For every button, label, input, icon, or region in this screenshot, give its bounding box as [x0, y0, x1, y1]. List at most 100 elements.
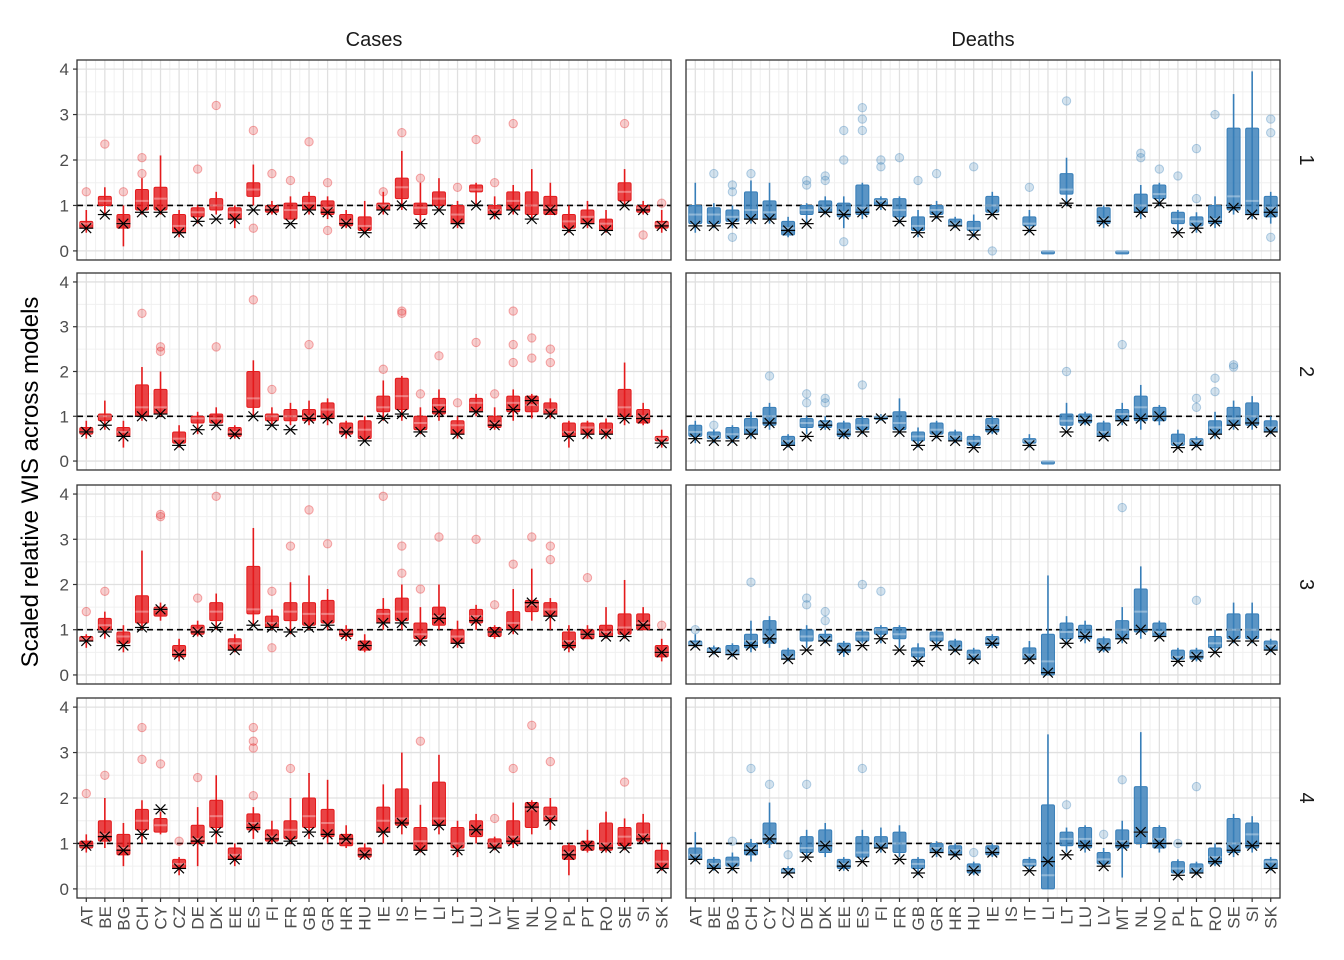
ensemble-marker-BE — [97, 831, 112, 842]
ensemble-marker-GB — [911, 656, 926, 667]
box-GR — [320, 808, 335, 838]
outlier-point-SK — [1266, 114, 1276, 124]
x-tick-label-GR: GR — [928, 906, 947, 932]
box-CY — [153, 817, 168, 833]
ensemble-marker-DK — [209, 826, 224, 838]
x-tick-label-IS: IS — [1002, 906, 1021, 922]
box-ES — [246, 371, 261, 408]
box-ES — [855, 631, 870, 642]
x-tick-label-EE: EE — [835, 906, 854, 929]
ensemble-marker-CZ — [781, 440, 796, 451]
ensemble-marker-BG — [116, 640, 131, 651]
ensemble-marker-IE — [985, 847, 1000, 858]
box-RO — [599, 218, 614, 231]
x-tick-label-BG: BG — [114, 906, 133, 931]
box-HU — [966, 435, 981, 446]
ensemble-marker-LI — [431, 406, 446, 418]
y-tick-label: 1 — [60, 621, 69, 640]
box-MT — [1115, 409, 1130, 422]
x-tick-label-LU: LU — [1076, 906, 1095, 928]
ensemble-marker-BE — [706, 220, 721, 232]
outlier-point-ES — [857, 114, 868, 124]
ensemble-marker-IE — [376, 204, 391, 216]
outlier-point-AT — [81, 606, 91, 617]
box-BE — [97, 413, 112, 422]
box-GR — [929, 204, 944, 216]
box-PL — [1170, 211, 1185, 225]
box-DK — [818, 420, 833, 428]
box-FI — [873, 836, 888, 849]
box-LV — [1096, 852, 1111, 865]
panel-deaths-1 — [685, 59, 1281, 261]
outlier-point-LT — [1061, 366, 1072, 377]
ensemble-marker-SK — [1263, 863, 1278, 874]
ensemble-marker-IS — [394, 617, 409, 629]
x-tick-label-MT: MT — [1113, 906, 1132, 931]
box-CY — [762, 822, 777, 844]
ensemble-marker-ES — [246, 822, 261, 833]
outlier-point-CH — [137, 722, 147, 733]
ensemble-marker-FI — [264, 833, 279, 845]
ensemble-marker-FI — [873, 842, 888, 854]
box-FI — [873, 198, 888, 206]
outlier-point-CY — [155, 342, 166, 352]
box-SI — [1245, 822, 1260, 849]
ensemble-marker-NL — [1133, 206, 1148, 218]
ensemble-marker-AT — [79, 426, 94, 438]
outlier-point-DK — [211, 100, 221, 111]
outlier-point-BE — [709, 168, 719, 179]
outlier-point-CY — [764, 779, 775, 790]
box-GB — [911, 647, 926, 658]
ensemble-marker-EE — [836, 644, 851, 656]
ensemble-marker-CY — [153, 206, 168, 218]
ensemble-marker-CY — [762, 213, 777, 225]
x-tick-label-GB: GB — [909, 906, 928, 931]
ensemble-marker-FI — [264, 622, 279, 633]
ensemble-marker-FR — [892, 216, 907, 227]
outlier-point-MT — [1117, 502, 1127, 513]
box-RO — [599, 624, 614, 638]
ensemble-marker-LT — [1059, 197, 1074, 209]
ensemble-marker-IT — [1022, 225, 1037, 236]
ensemble-marker-ES — [855, 426, 870, 438]
x-tick-label-FI: FI — [263, 906, 282, 921]
ensemble-marker-GR — [929, 640, 944, 651]
box-LU — [469, 184, 484, 193]
outlier-point-EE — [839, 155, 849, 165]
x-tick-label-FR: FR — [281, 906, 300, 929]
box-SK — [654, 849, 669, 869]
outlier-point-GB — [304, 137, 314, 147]
x-tick-label-IT: IT — [1020, 906, 1039, 921]
ensemble-marker-GR — [320, 829, 335, 840]
box-HU — [357, 216, 372, 231]
x-tick-label-IE: IE — [374, 906, 393, 922]
outlier-point-FI — [876, 155, 886, 165]
box-AT — [688, 424, 703, 437]
ensemble-marker-IE — [376, 413, 391, 424]
box-IT — [413, 622, 428, 640]
outlier-point-DE — [801, 600, 812, 610]
outlier-point-IT — [415, 736, 426, 746]
ensemble-marker-MT — [506, 835, 521, 847]
x-tick-label-HU: HU — [356, 906, 375, 931]
x-tick-label-DK: DK — [816, 905, 835, 929]
ensemble-marker-PT — [1189, 867, 1204, 879]
box-BE — [706, 207, 721, 225]
outlier-point-GR — [322, 225, 333, 236]
y-tick-label: 2 — [60, 789, 69, 808]
outlier-point-DK — [820, 606, 830, 617]
outlier-point-NO — [545, 756, 556, 767]
y-tick-label: 1 — [60, 196, 69, 215]
box-IE — [985, 195, 1000, 213]
box-GB — [302, 797, 317, 829]
ensemble-marker-LT — [450, 844, 465, 856]
outlier-point-NL — [527, 720, 537, 730]
ensemble-marker-GB — [302, 204, 317, 216]
box-DE — [799, 204, 814, 216]
box-SI — [636, 409, 651, 424]
box-AT — [79, 220, 94, 229]
box-ES — [855, 836, 870, 858]
row-strip-label: 3 — [1295, 579, 1317, 590]
x-tick-label-IT: IT — [411, 906, 430, 921]
